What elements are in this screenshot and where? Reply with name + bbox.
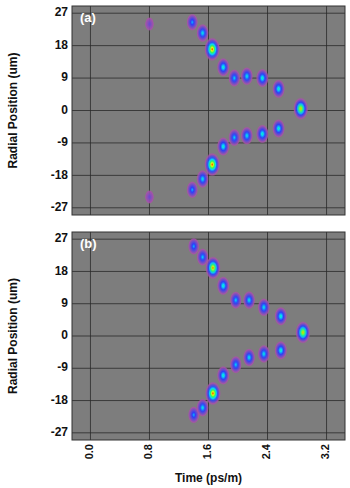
spot [205, 381, 221, 405]
grid-line [72, 142, 345, 143]
spot [228, 69, 240, 87]
spot [205, 256, 221, 279]
figure: 27 18 9 0 -9 -18 -27 Radial Position (um) (a) 27 1… [0, 0, 350, 488]
spot [274, 307, 287, 326]
spot [293, 97, 308, 120]
tick-label: 2.4 [260, 443, 272, 459]
tick-label: 0.8 [142, 444, 154, 459]
spot [186, 181, 198, 198]
spots [145, 14, 308, 204]
plot-background [72, 232, 345, 440]
tick-label: -18 [51, 393, 69, 407]
spot [204, 153, 220, 177]
tick-label: 0 [61, 328, 68, 342]
spot [272, 79, 285, 98]
spot [241, 67, 253, 86]
spot [217, 366, 230, 385]
tick-label: 0 [61, 103, 68, 117]
tick-label: 27 [55, 231, 69, 245]
tick-label: 9 [61, 70, 68, 84]
tick-label: 1.6 [201, 444, 213, 459]
grid-line [72, 368, 345, 369]
spot [258, 298, 270, 317]
tick-label: -18 [51, 168, 69, 182]
panel-label: (b) [80, 236, 97, 251]
tick-label: 3.2 [319, 444, 331, 459]
grid-line [72, 239, 345, 240]
grid-line [72, 432, 345, 433]
spot [230, 291, 242, 309]
grid-line [72, 303, 345, 304]
spot [241, 126, 253, 145]
spot [243, 291, 255, 310]
spot [186, 14, 198, 31]
spot [217, 58, 230, 77]
tick-label: 18 [55, 264, 69, 278]
spot [217, 276, 230, 295]
axis-title: Radial Position (um) [6, 278, 20, 394]
axis-title: Time (ps/m) [175, 471, 242, 485]
spot [295, 321, 310, 344]
spot [228, 129, 240, 147]
grid-line [72, 78, 345, 79]
spot [145, 190, 154, 204]
spot [274, 341, 287, 360]
axis-title: Radial Position (um) [6, 52, 20, 168]
spot [145, 17, 154, 31]
spot [230, 356, 242, 374]
spot [204, 37, 220, 61]
tick-label: 27 [55, 5, 69, 19]
spot [243, 348, 255, 367]
grid-line [72, 207, 345, 208]
spot [196, 24, 208, 43]
tick-label: -27 [51, 425, 69, 439]
grid-line [72, 13, 345, 14]
tick-label: 18 [55, 38, 69, 52]
tick-label: -9 [57, 135, 68, 149]
tick-label: 0.0 [83, 444, 95, 459]
spot [258, 345, 270, 364]
tick-label: -9 [57, 360, 68, 374]
spots [188, 238, 311, 424]
spot [217, 137, 230, 156]
plot-frame [72, 6, 345, 215]
panel: 27 18 9 0 -9 -18 -27 Radial Position (um) (a) [6, 5, 345, 215]
spot [256, 68, 269, 87]
plot-background [72, 6, 345, 215]
panel: 27 18 9 0 -9 -18 -27 0.0 0.8 1.6 2.4 3.2 Radial Posi… [6, 231, 345, 485]
tick-label: 9 [61, 296, 68, 310]
tick-label: -27 [51, 200, 69, 214]
spot [256, 124, 269, 143]
panel-label: (a) [80, 10, 96, 25]
spot [272, 119, 285, 138]
plot-frame [72, 232, 345, 440]
